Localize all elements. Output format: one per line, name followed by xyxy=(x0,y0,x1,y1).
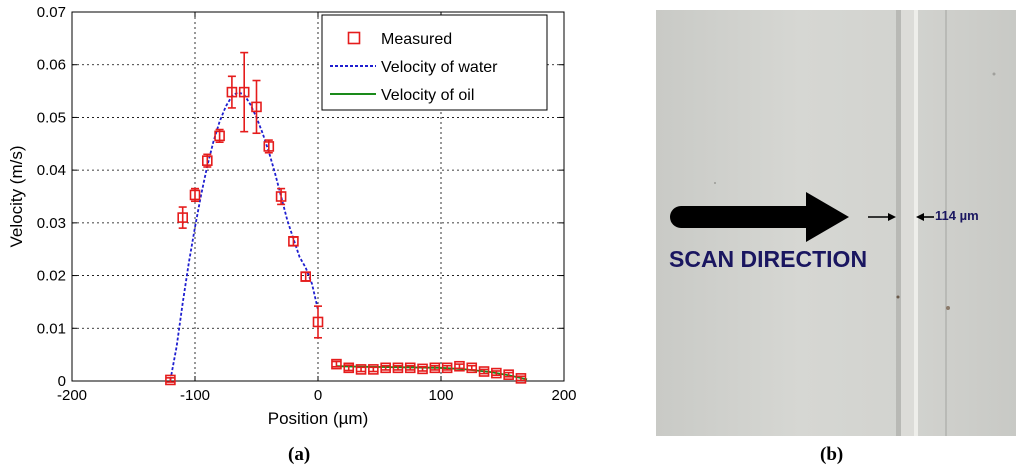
legend-item-2: Velocity of oil xyxy=(330,87,474,104)
x-tick-labels: -200 -100 0 100 200 xyxy=(57,387,577,404)
measured-point xyxy=(251,79,262,135)
scan-direction-label: SCAN DIRECTION xyxy=(669,246,868,272)
track-edge-right xyxy=(945,10,947,436)
chart-axes xyxy=(71,11,565,382)
legend-item-1: Velocity of water xyxy=(330,59,498,76)
measured-point xyxy=(288,236,299,247)
measured-point xyxy=(380,362,391,374)
measured-point xyxy=(343,362,355,374)
measured-point xyxy=(368,364,379,375)
x-tick-label: -100 xyxy=(180,387,210,404)
measured-point xyxy=(417,363,428,375)
caption-b: (b) xyxy=(820,444,843,466)
y-tick-label: 0.07 xyxy=(37,4,66,21)
measured-point xyxy=(441,362,453,374)
measured-point xyxy=(478,366,490,377)
width-arrow-right-icon xyxy=(916,213,934,221)
speck-1 xyxy=(946,306,950,310)
measured-point xyxy=(466,362,478,374)
y-tick-label: 0.06 xyxy=(37,57,66,74)
width-label: 114 µm xyxy=(935,208,979,223)
y-tick-label: 0 xyxy=(58,373,66,390)
measured-point xyxy=(491,367,502,379)
scan-arrow-icon xyxy=(670,192,849,242)
measured-point xyxy=(263,139,275,154)
legend-label: Velocity of water xyxy=(381,59,498,76)
measured-point xyxy=(312,305,324,339)
x-tick-label: 200 xyxy=(551,387,576,404)
measured-point xyxy=(404,362,416,374)
y-tick-labels: 0 0.01 0.02 0.03 0.04 0.05 0.06 0.07 xyxy=(37,4,66,390)
x-tick-label: 0 xyxy=(314,387,322,404)
series-line-1 xyxy=(169,91,319,381)
measured-point xyxy=(226,75,238,109)
measured-point xyxy=(189,187,201,203)
measured-point xyxy=(331,358,342,370)
track-groove xyxy=(901,10,917,436)
x-tick-label: 100 xyxy=(428,387,453,404)
measured-point xyxy=(503,369,514,380)
y-tick-label: 0.04 xyxy=(37,162,66,179)
measured-point xyxy=(355,364,367,375)
caption-a: (a) xyxy=(288,444,310,466)
speck-2 xyxy=(896,295,900,299)
legend-label: Measured xyxy=(381,31,452,48)
measured-point xyxy=(300,271,312,282)
y-tick-label: 0.01 xyxy=(37,320,66,337)
x-axis-label: Position (µm) xyxy=(268,409,368,428)
measured-point xyxy=(238,51,250,133)
measured-point xyxy=(202,153,213,168)
speck-3 xyxy=(714,182,716,184)
track-edge-left xyxy=(896,10,901,436)
measured-point xyxy=(275,187,287,206)
measured-point xyxy=(214,128,225,144)
x-tick-label: -200 xyxy=(57,387,87,404)
measured-point xyxy=(429,362,441,374)
velocity-chart: -200 -100 0 100 200 0 0.01 0.02 0.03 0.04 0.05 0.0… xyxy=(7,4,577,428)
track-highlight xyxy=(914,10,918,436)
y-tick-label: 0.05 xyxy=(37,109,66,126)
measured-point xyxy=(177,206,188,229)
measured-point xyxy=(165,374,176,386)
y-axis-label: Velocity (m/s) xyxy=(7,145,26,247)
speck-4 xyxy=(992,72,996,76)
caption-a-text: (a) xyxy=(288,444,311,465)
measured-point xyxy=(392,362,404,374)
caption-b-text: (b) xyxy=(820,444,844,465)
y-tick-label: 0.03 xyxy=(37,215,66,232)
measured-point xyxy=(515,373,527,384)
legend-label: Velocity of oil xyxy=(381,87,474,104)
y-tick-label: 0.02 xyxy=(37,268,66,285)
measured-points xyxy=(165,51,527,386)
width-arrow-left-icon xyxy=(868,213,896,221)
measured-point xyxy=(454,360,465,372)
chart-legend: Measured Velocity of water Velocity of oil xyxy=(321,14,548,111)
scan-photo: SCAN DIRECTION 114 µm xyxy=(656,10,1016,436)
legend-item-0: Measured xyxy=(347,31,452,48)
